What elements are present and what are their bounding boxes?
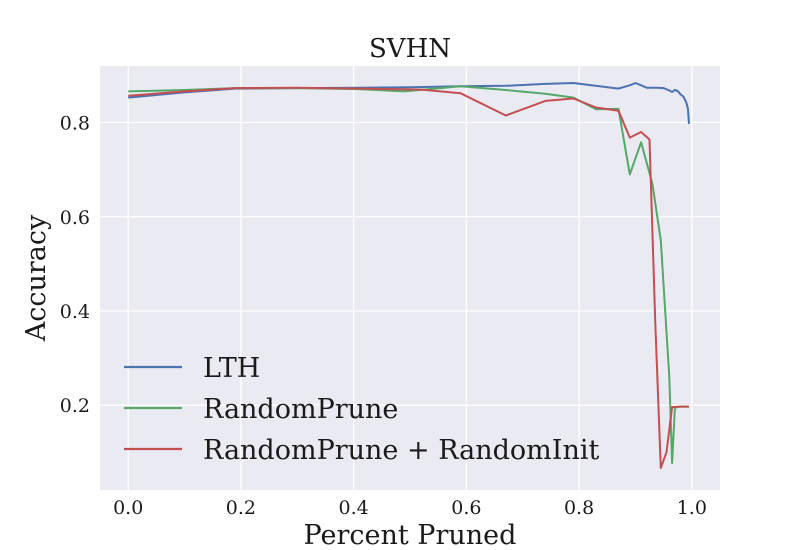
- y-tick-label: 0.4: [60, 301, 90, 323]
- y-tick-label: 0.2: [60, 395, 90, 417]
- legend-label-lth: LTH: [203, 353, 260, 384]
- x-tick-label: 0.6: [451, 497, 481, 519]
- x-axis-label: Percent Pruned: [304, 520, 517, 550]
- series-line-lth: [128, 82, 690, 124]
- legend: LTH RandomPrune RandomPrune + RandomInit: [124, 353, 599, 466]
- y-axis-label: Accuracy: [21, 214, 52, 342]
- grid: [100, 66, 720, 490]
- plot-area: [100, 66, 720, 490]
- legend-label-randomprune: RandomPrune: [203, 394, 398, 425]
- x-tick-label: 1.0: [677, 497, 707, 519]
- x-tick-label: 0.0: [113, 497, 143, 519]
- y-tick-labels: 0.2 0.4 0.6 0.8: [60, 113, 90, 418]
- legend-label-randomprune-randominit: RandomPrune + RandomInit: [203, 435, 599, 466]
- x-tick-label: 0.4: [339, 497, 369, 519]
- chart-title: SVHN: [369, 34, 451, 64]
- y-tick-label: 0.8: [60, 113, 90, 135]
- x-tick-labels: 0.0 0.2 0.4 0.6 0.8 1.0: [113, 497, 707, 519]
- x-tick-label: 0.2: [226, 497, 256, 519]
- series-lines: [128, 82, 690, 469]
- y-tick-label: 0.6: [60, 207, 90, 229]
- series-line-randomprune-randominit: [128, 86, 689, 469]
- x-tick-label: 0.8: [564, 497, 594, 519]
